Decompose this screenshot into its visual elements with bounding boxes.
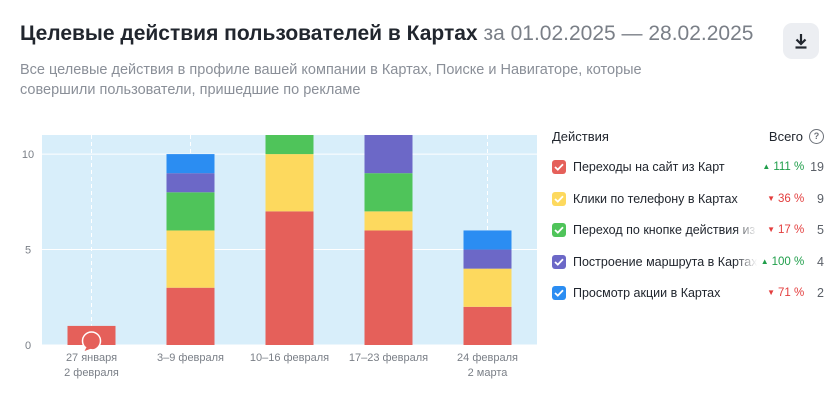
y-tick-label: 0 <box>25 340 31 352</box>
title-period: за 01.02.2025 — 28.02.2025 <box>483 22 754 45</box>
bar-chart: 0 5 10 27 января 2 февраля 3–9 февраля 10–16 ф… <box>22 135 537 379</box>
trend-down-icon: ▼ <box>767 193 776 203</box>
trend-down-icon: ▼ <box>767 225 776 234</box>
bar-segment-1 <box>166 287 215 345</box>
legend-item-total: 4 <box>817 254 824 269</box>
bar-segment-1 <box>265 211 314 345</box>
bar-segment-4 <box>166 173 215 193</box>
page-subtitle: Все целевые действия в профиле вашей ком… <box>20 62 642 98</box>
legend-header-actions: Действия <box>552 128 609 144</box>
check-icon <box>554 195 564 203</box>
x-tick-label: 27 января <box>66 352 117 364</box>
y-tick-label: 10 <box>22 149 34 161</box>
legend-item-label: Просмотр акции в Картах <box>573 286 721 300</box>
check-icon <box>554 226 564 234</box>
legend-item-change-value: 36 % <box>778 192 805 205</box>
legend-item-change-value: 17 % <box>778 224 805 236</box>
legend-item-change: ▼ 36 % <box>757 193 804 205</box>
check-icon <box>554 289 564 297</box>
legend-item[interactable]: Построение маршрута в Картах ▲ 100 % 4 <box>552 252 824 272</box>
legend-item[interactable]: Клики по телефону в Картах ▼ 36 % 9 <box>552 189 824 209</box>
download-button[interactable] <box>783 23 819 59</box>
bar-segment-4 <box>463 249 512 269</box>
x-tick-label: 17–23 февраля <box>349 352 428 364</box>
legend-checkbox[interactable] <box>552 191 566 206</box>
legend-header: Действия Всего ? <box>552 126 824 146</box>
trend-up-icon: ▲ <box>760 256 769 266</box>
legend-item-change: ▼ 71 % <box>757 287 804 299</box>
y-tick-label: 5 <box>25 245 31 257</box>
legend-item[interactable]: Просмотр акции в Картах ▼ 71 % 2 <box>552 283 824 303</box>
check-icon <box>554 258 564 266</box>
legend-checkbox[interactable] <box>552 223 566 237</box>
legend-checkbox[interactable] <box>552 160 566 174</box>
legend-item-label: Клики по телефону в Картах <box>573 191 738 206</box>
legend-item-label: Построение маршрута в Картах <box>573 254 757 269</box>
title-text: Целевые действия пользователей в Картах <box>20 22 478 45</box>
bar-segment-2 <box>166 230 215 288</box>
x-tick-label: 2 марта <box>468 367 509 379</box>
bar-segment-2 <box>265 154 314 212</box>
legend-item-change-value: 100 % <box>771 255 805 268</box>
x-tick-label: 24 февраля <box>457 352 518 364</box>
bar-segment-5 <box>463 230 512 250</box>
download-icon <box>795 34 807 49</box>
legend-item-label: Переход по кнопке действия из Карт <box>573 223 757 237</box>
chart-legend: Действия Всего ? Переходы на сайт из Кар… <box>552 126 824 300</box>
bar-segment-2 <box>364 211 413 231</box>
help-icon[interactable]: ? <box>809 128 824 144</box>
bar-segment-3 <box>364 173 413 212</box>
legend-item-total: 5 <box>817 223 824 237</box>
legend-item[interactable]: Переходы на сайт из Карт ▲ 111 % 19 <box>552 157 824 177</box>
bar-segment-1 <box>463 306 512 345</box>
legend-item-change: ▼ 17 % <box>757 224 804 236</box>
bar-segment-3 <box>166 192 215 231</box>
legend-checkbox[interactable] <box>552 254 566 269</box>
bar-segment-3 <box>265 135 314 155</box>
trend-down-icon: ▼ <box>767 288 776 297</box>
page-title: Целевые действия пользователей в Картах … <box>20 22 753 46</box>
legend-item-total: 2 <box>817 286 824 300</box>
legend-item-label: Переходы на сайт из Карт <box>573 160 725 174</box>
x-tick-label: 10–16 февраля <box>250 352 329 364</box>
bar-segment-2 <box>463 268 512 307</box>
comment-icon-fill <box>83 333 100 349</box>
legend-item-change-value: 111 % <box>773 161 805 173</box>
legend-item[interactable]: Переход по кнопке действия из Карт▼17 %5 <box>552 220 824 240</box>
check-icon <box>554 163 564 171</box>
trend-up-icon: ▲ <box>762 162 771 171</box>
legend-item-change-value: 71 % <box>778 287 805 299</box>
legend-header-total-label: Всего <box>768 128 803 144</box>
x-tick-label: 2 февраля <box>64 367 119 379</box>
legend-header-total: Всего ? <box>768 128 824 144</box>
legend-item-total: 9 <box>817 191 824 206</box>
comment-icon <box>81 331 102 353</box>
legend-item-change: ▲ 100 % <box>757 255 805 268</box>
bar-segment-4 <box>364 135 413 174</box>
legend-item-change: ▲ 111 % <box>757 161 804 173</box>
legend-checkbox[interactable] <box>552 286 566 300</box>
legend-item-total: 19 <box>810 160 824 174</box>
bar-segment-1 <box>364 230 413 345</box>
x-tick-label: 3–9 февраля <box>157 352 224 364</box>
bar-segment-5 <box>166 154 215 174</box>
